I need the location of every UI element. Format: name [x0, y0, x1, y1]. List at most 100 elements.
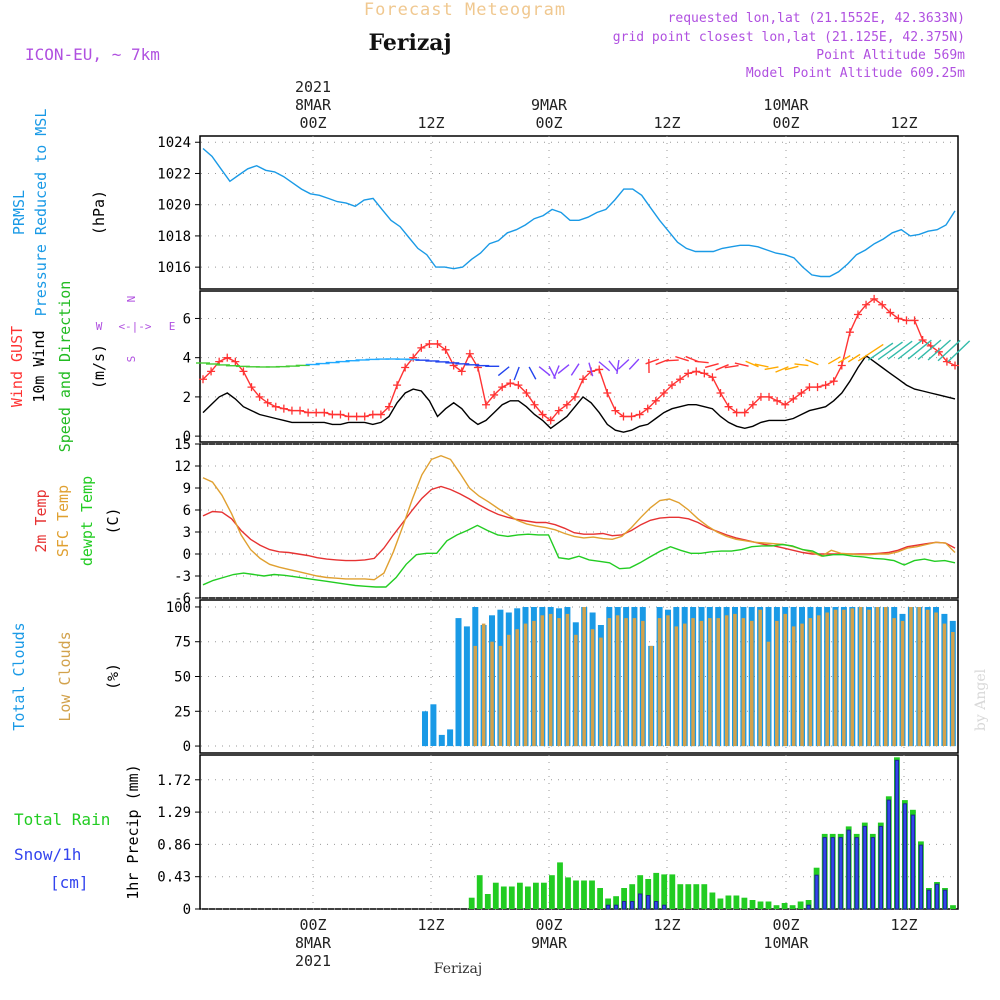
gust-point-18	[344, 412, 353, 421]
gust-point-93	[951, 361, 959, 370]
gust-point-83	[870, 294, 879, 303]
wind-dir-arrow-68	[887, 340, 913, 360]
clouds-bar-low-clouds-38	[523, 623, 528, 746]
precip-bar-snow-1h-91	[934, 883, 940, 910]
gust-point-5	[239, 367, 248, 376]
wind-dir-arrow-65	[857, 343, 884, 362]
clouds-bar-low-clouds-76	[842, 609, 846, 746]
wind-dir-arrow-58	[775, 366, 789, 373]
gust-point-35	[482, 400, 491, 409]
gust-point-21	[368, 410, 377, 419]
clouds-bar-low-clouds-83	[900, 620, 905, 747]
clouds-bar-low-clouds-65	[750, 620, 754, 747]
top-year-0: 2021	[295, 78, 331, 96]
gust-point-49	[595, 365, 604, 374]
wind-label-1: 10m Wind	[30, 330, 48, 402]
wind-dir-arrow-50	[694, 360, 709, 364]
clouds-bar-low-clouds-82	[892, 618, 896, 747]
clouds-bar-low-clouds-47	[599, 637, 603, 747]
clouds-bar-low-clouds-60	[708, 618, 712, 747]
precip-bar-total-rain-47	[581, 880, 587, 909]
clouds-bar-low-clouds-42	[557, 618, 561, 747]
clouds-bar-low-clouds-55	[666, 615, 670, 746]
gust-point-50	[603, 388, 612, 397]
gust-point-46	[570, 392, 579, 401]
clouds-bar-low-clouds-54	[657, 618, 662, 747]
gust-point-85	[886, 308, 895, 317]
bottom-tick-3: 12Z	[653, 916, 680, 934]
gust-point-71	[773, 396, 782, 405]
precip-bar-total-rain-67	[741, 897, 748, 909]
wind-dir-arrow-38	[588, 362, 594, 377]
wind-dir-arrow-43	[628, 358, 640, 370]
clouds-bar-low-clouds-71	[800, 623, 804, 746]
precip-bar-total-rain-64	[717, 898, 724, 909]
top-tick-5: 12Z	[890, 114, 917, 132]
clouds-bar-low-clouds-69	[783, 613, 787, 746]
clouds-ytick-label-2: 50	[174, 670, 191, 686]
clouds-bar-low-clouds-74	[825, 612, 829, 746]
precip-bar-snow-1h-90	[926, 889, 932, 910]
clouds-bar-low-clouds-78	[858, 607, 863, 747]
top-tick-1: 12Z	[417, 114, 444, 132]
precip-bar-total-rain-42	[541, 882, 547, 909]
pressure-label-0: PRMSL	[10, 190, 28, 235]
clouds-bar-low-clouds-77	[850, 608, 854, 746]
temperature-ytick-label-2: 0	[183, 547, 191, 563]
clouds-bar-low-clouds-62	[724, 615, 729, 746]
gust-point-70	[765, 392, 774, 401]
clouds-ytick-label-1: 25	[174, 704, 191, 720]
gust-point-42	[538, 410, 547, 419]
temperature-ytick-label-7: 15	[174, 437, 191, 453]
gust-point-91	[934, 347, 943, 356]
precip-bar-total-rain-41	[533, 882, 539, 909]
precip-ylabel: 1hr Precip (mm)	[124, 764, 142, 899]
precip-bar-total-rain-37	[500, 886, 507, 909]
precip-bar-total-rain-59	[677, 884, 684, 909]
wind-dir-arrow-31	[513, 366, 520, 381]
gust-point-87	[902, 316, 911, 325]
gust-point-22	[376, 410, 385, 419]
precip-bar-total-rain-33	[468, 897, 475, 909]
clouds-bar-low-clouds-58	[691, 618, 695, 747]
clouds-bar-total-clouds-31	[463, 626, 470, 746]
clouds-bar-low-clouds-61	[716, 618, 720, 747]
gust-point-30	[441, 345, 450, 354]
temperature-label-2: dewpt Temp	[78, 476, 96, 566]
clouds-bar-low-clouds-34	[490, 641, 494, 746]
precip-bar-total-rain-50	[605, 898, 611, 909]
gust-point-43	[546, 416, 555, 425]
precip-bar-total-rain-75	[805, 900, 812, 909]
clouds-bar-low-clouds-39	[532, 620, 536, 747]
compass-south: S	[125, 356, 138, 363]
gust-point-3	[223, 353, 232, 362]
gust-point-81	[853, 310, 862, 319]
gust-point-76	[813, 383, 822, 392]
precip-bar-snow-1h-83	[870, 837, 875, 910]
wind-dir-arrow-60	[794, 363, 809, 367]
precip-label-snow: Snow/1h	[14, 845, 81, 864]
temperature-label-1: SFC Temp	[54, 485, 72, 557]
precip-bar-snow-1h-80	[846, 829, 851, 910]
temperature-ytick-label-6: 12	[174, 459, 191, 475]
precip-bar-total-rain-71	[773, 905, 780, 909]
gust-point-14	[312, 408, 321, 417]
clouds-bar-low-clouds-66	[758, 609, 762, 746]
wind-label-2: Speed and Direction	[56, 281, 74, 453]
precip-bar-total-rain-58	[669, 874, 676, 909]
precip-bar-snow-1h-55	[646, 895, 651, 910]
pressure-ytick-label-3: 1022	[157, 166, 191, 182]
pressure-frame	[199, 135, 959, 290]
gust-point-25	[401, 363, 410, 372]
precip-bar-snow-1h-79	[838, 837, 843, 910]
wind-dir-arrow-40	[608, 360, 619, 373]
precip-bar-snow-1h-85	[886, 799, 891, 910]
gust-point-1	[207, 367, 216, 376]
gust-point-13	[304, 408, 313, 417]
wind-dir-arrow-45	[645, 358, 660, 365]
precip-bar-snow-1h-75	[806, 904, 811, 910]
gust-point-80	[845, 328, 854, 337]
temperature-ytick-label-5: 9	[183, 481, 191, 497]
precip-label-unit: [cm]	[50, 873, 89, 892]
precip-bar-snow-1h-81	[854, 837, 859, 910]
